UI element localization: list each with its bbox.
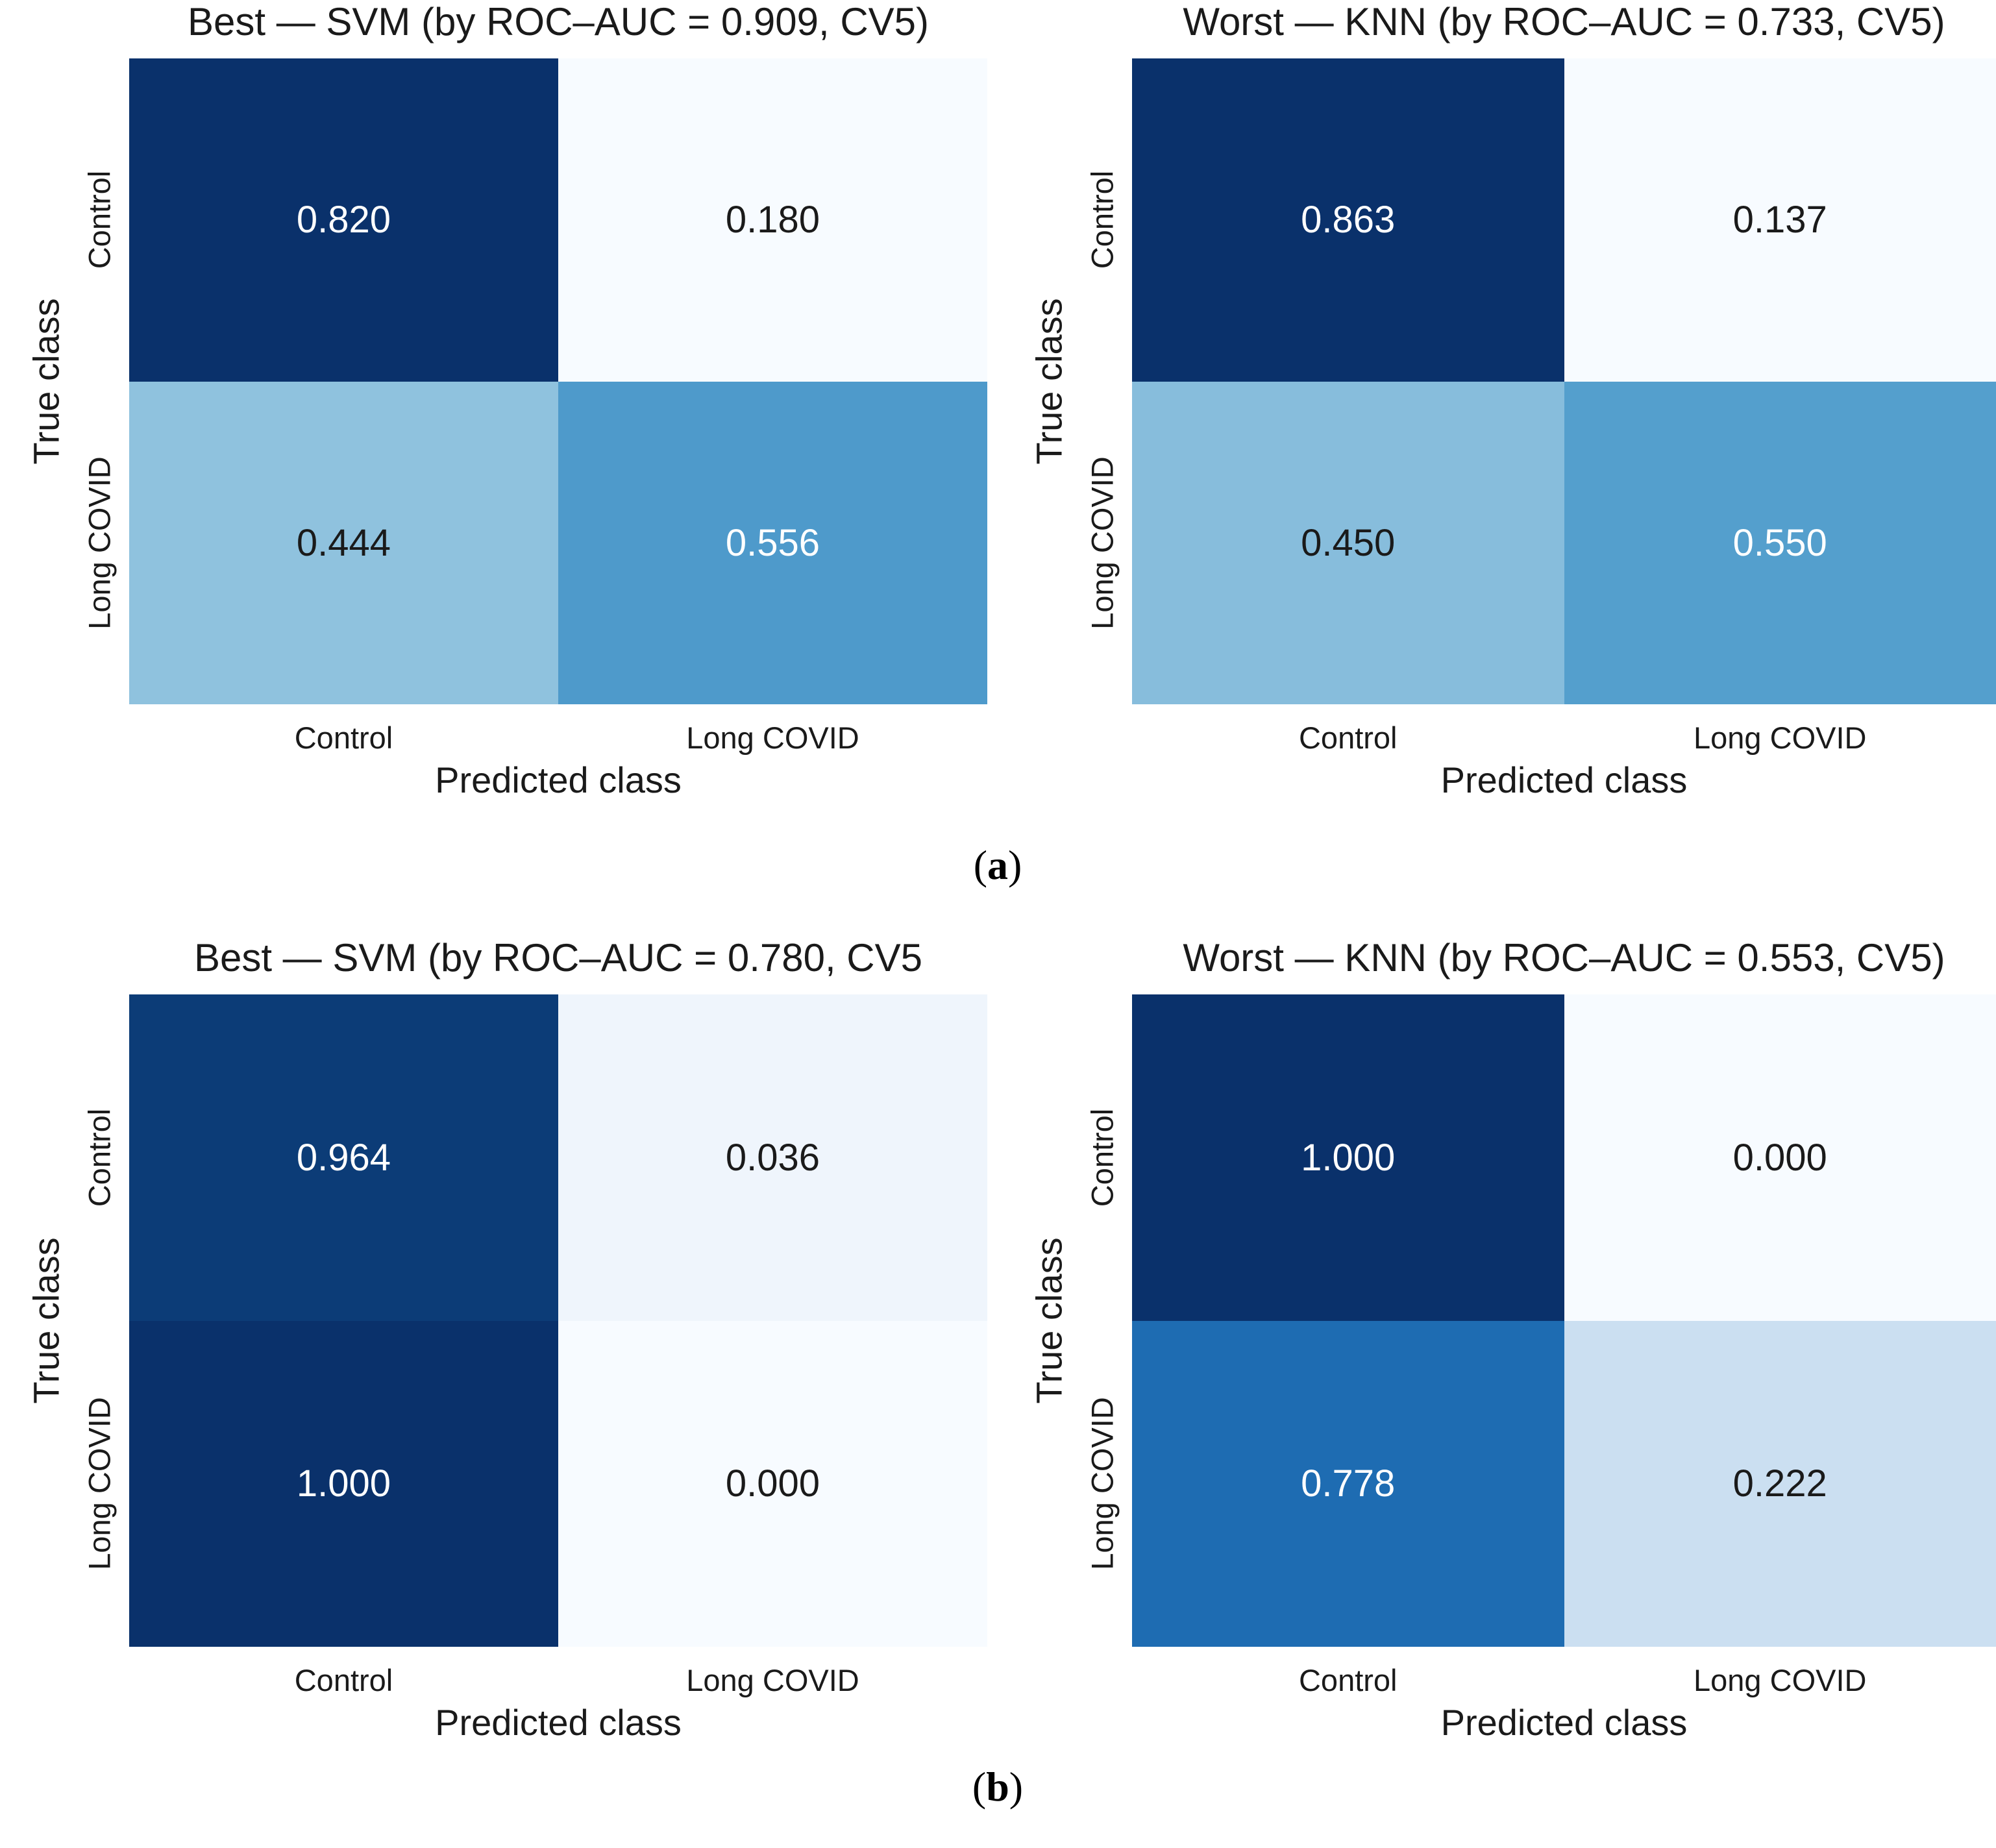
confusion-matrix-b-best-svm: Best — SVM (by ROC–AUC = 0.780, CV5 0.964… — [26, 936, 987, 1743]
heatmap-grid: 0.863 0.137 0.450 0.550 — [1132, 58, 1996, 704]
y-axis-label: True class — [25, 994, 67, 1647]
y-tick-label: Control — [1083, 58, 1122, 382]
heatmap-cell: 0.222 — [1564, 1320, 1996, 1647]
panel-label-a: (a) — [974, 841, 1022, 889]
y-axis-label-text: True class — [1028, 1237, 1070, 1404]
panel-label-b-open: ( — [972, 1764, 987, 1810]
cell-value: 0.863 — [1301, 199, 1396, 241]
panel-label-b-close: ) — [1009, 1764, 1024, 1810]
heatmap-cell: 1.000 — [129, 1320, 558, 1647]
cell-value: 0.450 — [1301, 521, 1396, 564]
y-tick-label: Control — [80, 994, 119, 1321]
y-tick-text: Long COVID — [1085, 456, 1120, 630]
x-tick-label: Control — [294, 1663, 393, 1697]
cell-value: 0.222 — [1732, 1462, 1827, 1505]
heatmap-cell: 0.000 — [1564, 994, 1996, 1321]
heatmap-grid: 0.820 0.180 0.444 0.556 — [129, 58, 987, 704]
panel-label-b-letter: b — [986, 1764, 1009, 1810]
cell-value: 0.778 — [1301, 1462, 1396, 1505]
heatmap-cell: 0.556 — [558, 381, 987, 704]
y-axis-label: True class — [1028, 58, 1070, 704]
cell-value: 0.000 — [725, 1462, 820, 1505]
cell-value: 0.180 — [725, 199, 820, 241]
chart-title: Worst — KNN (by ROC–AUC = 0.553, CV5) — [1183, 936, 1945, 979]
cell-value: 0.964 — [296, 1136, 391, 1179]
x-axis-label: Predicted class — [435, 759, 682, 800]
x-tick-label: Long COVID — [1694, 1663, 1867, 1697]
x-tick-label: Long COVID — [686, 721, 859, 755]
panel-label-a-open: ( — [973, 842, 987, 888]
y-tick-label: Long COVID — [80, 1321, 119, 1647]
cell-value: 1.000 — [1301, 1136, 1396, 1179]
y-tick-label: Long COVID — [80, 382, 119, 705]
heatmap-cell: 0.863 — [1132, 58, 1564, 382]
heatmap-cell: 0.820 — [129, 58, 558, 382]
y-axis-label-text: True class — [25, 1237, 67, 1404]
cell-value: 0.444 — [296, 521, 391, 564]
heatmap-cell: 1.000 — [1132, 994, 1564, 1321]
y-tick-label: Control — [80, 58, 119, 382]
cell-value: 0.000 — [1732, 1136, 1827, 1179]
y-tick-label: Long COVID — [1083, 1321, 1122, 1647]
heatmap-cell: 0.180 — [558, 58, 987, 382]
y-tick-text: Control — [1085, 1108, 1120, 1207]
y-tick-label: Long COVID — [1083, 382, 1122, 705]
cell-value: 1.000 — [296, 1462, 391, 1505]
heatmap-cell: 0.137 — [1564, 58, 1996, 382]
panel-label-a-letter: a — [987, 842, 1008, 888]
y-tick-text: Control — [82, 1108, 117, 1207]
x-tick-label: Control — [1298, 721, 1398, 755]
y-tick-text: Long COVID — [1085, 1397, 1120, 1570]
cell-value: 0.556 — [725, 521, 820, 564]
heatmap-cell: 0.964 — [129, 994, 558, 1321]
chart-title: Best — SVM (by ROC–AUC = 0.909, CV5) — [187, 0, 930, 43]
x-tick-label: Long COVID — [686, 1663, 859, 1697]
heatmap-cell: 0.550 — [1564, 381, 1996, 704]
heatmap-cell: 0.036 — [558, 994, 987, 1321]
cell-value: 0.820 — [296, 199, 391, 241]
chart-title: Worst — KNN (by ROC–AUC = 0.733, CV5) — [1183, 0, 1945, 43]
y-axis-label: True class — [25, 58, 67, 704]
x-axis-label: Predicted class — [435, 1702, 682, 1743]
y-axis-label-text: True class — [1028, 298, 1070, 465]
y-tick-text: Long COVID — [82, 1397, 117, 1570]
cell-value: 0.550 — [1732, 521, 1827, 564]
y-axis-label-text: True class — [25, 298, 67, 465]
x-tick-label: Control — [294, 721, 393, 755]
y-tick-label: Control — [1083, 994, 1122, 1321]
x-axis-label: Predicted class — [1440, 1702, 1688, 1743]
confusion-matrix-a-best-svm: Best — SVM (by ROC–AUC = 0.909, CV5) 0.82… — [26, 0, 987, 800]
heatmap-grid: 0.964 0.036 1.000 0.000 — [129, 994, 987, 1647]
heatmap-cell: 0.444 — [129, 381, 558, 704]
heatmap-grid: 1.000 0.000 0.778 0.222 — [1132, 994, 1996, 1647]
heatmap-cell: 0.778 — [1132, 1320, 1564, 1647]
panel-label-b: (b) — [972, 1763, 1023, 1811]
heatmap-cell: 0.000 — [558, 1320, 987, 1647]
chart-title: Best — SVM (by ROC–AUC = 0.780, CV5 — [193, 936, 923, 979]
cell-value: 0.036 — [725, 1136, 820, 1179]
heatmap-cell: 0.450 — [1132, 381, 1564, 704]
cell-value: 0.137 — [1732, 199, 1827, 241]
y-axis-label: True class — [1028, 994, 1070, 1647]
confusion-matrix-b-worst-knn: Worst — KNN (by ROC–AUC = 0.553, CV5) 1.0… — [1029, 936, 1996, 1743]
y-tick-text: Long COVID — [82, 456, 117, 630]
y-tick-text: Control — [82, 170, 117, 269]
panel-label-a-close: ) — [1008, 842, 1022, 888]
x-axis-label: Predicted class — [1440, 759, 1688, 800]
y-tick-text: Control — [1085, 170, 1120, 269]
x-tick-label: Long COVID — [1694, 721, 1867, 755]
confusion-matrix-a-worst-knn: Worst — KNN (by ROC–AUC = 0.733, CV5) 0.8… — [1029, 0, 1996, 800]
x-tick-label: Control — [1298, 1663, 1398, 1697]
